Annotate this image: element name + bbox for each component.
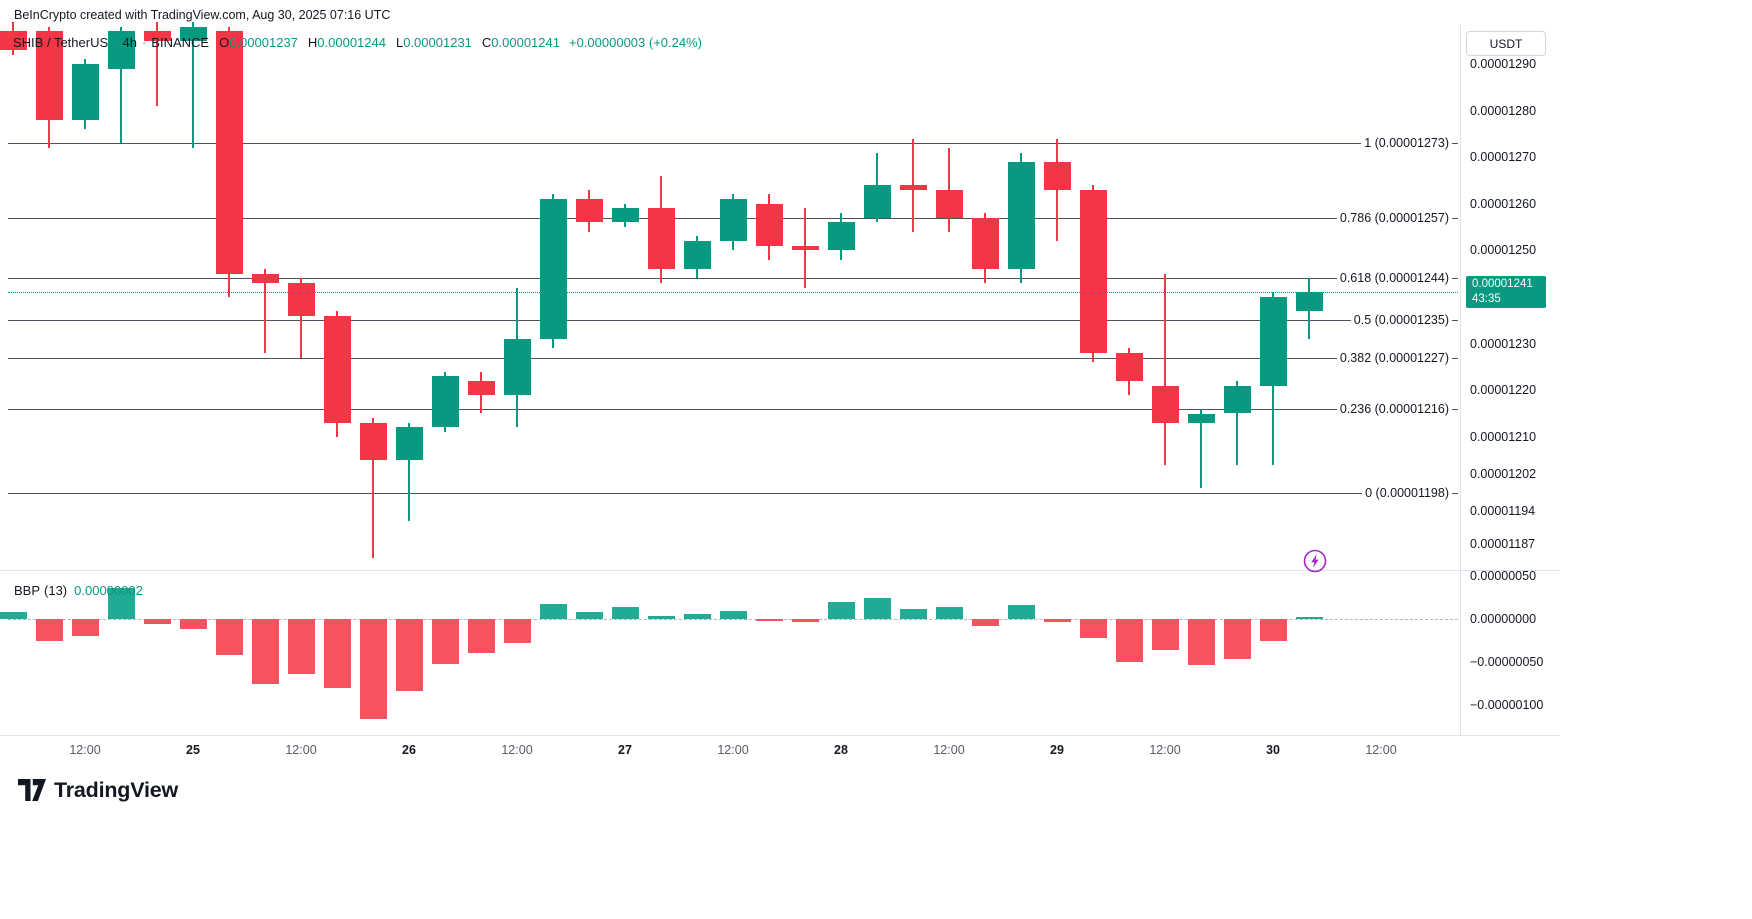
tradingview-logo-link[interactable]: TradingView — [18, 778, 178, 803]
interval-label[interactable]: 4h — [122, 35, 137, 50]
change-value: +0.00000003 (+0.24%) — [568, 35, 702, 50]
price-axis[interactable] — [1460, 25, 1560, 735]
indicator-value: 0.00000002 — [74, 583, 143, 598]
time-axis-separator — [0, 735, 1560, 736]
attribution-text: BeInCrypto created with TradingView.com,… — [14, 8, 391, 22]
indicator-name[interactable]: BBP — [14, 583, 41, 598]
symbol-legend: SHIB / TetherUS · 4h · BINANCE O0.00001237 H0.… — [13, 35, 702, 50]
brand-text: TradingView — [54, 778, 179, 802]
currency-toggle-button[interactable]: USDT — [1466, 31, 1546, 56]
open-label: O — [219, 35, 230, 50]
legend-separator: · — [113, 35, 118, 50]
high-value: 0.00001244 — [317, 35, 386, 50]
lightning-icon — [1302, 549, 1328, 578]
bbp-zero-line — [8, 619, 1458, 620]
bar-countdown: 43:35 — [1472, 293, 1501, 305]
close-label: C — [481, 35, 492, 50]
price-axis-border — [1460, 25, 1461, 735]
last-price-badge: 0.00001241 43:35 — [1466, 276, 1546, 308]
main-chart-pane[interactable] — [0, 25, 1460, 570]
exchange-label: BINANCE — [151, 35, 210, 50]
panel-separator[interactable] — [0, 570, 1560, 571]
close-value: 0.00001241 — [491, 35, 560, 50]
open-value: 0.00001237 — [229, 35, 298, 50]
tradingview-logo-icon — [18, 778, 46, 803]
last-price-line — [8, 292, 1458, 293]
indicator-legend[interactable]: BBP (13) 0.00000002 — [14, 583, 143, 598]
quick-trade-button[interactable] — [1302, 548, 1328, 574]
last-price-value: 0.00001241 — [1472, 278, 1533, 290]
low-label: L — [395, 35, 404, 50]
bbp-pane[interactable] — [0, 571, 1460, 735]
symbol-name[interactable]: SHIB / TetherUS — [13, 35, 109, 50]
indicator-params: (13) — [44, 583, 68, 598]
low-value: 0.00001231 — [403, 35, 472, 50]
legend-separator: · — [141, 35, 147, 50]
time-axis[interactable] — [0, 736, 1460, 766]
high-label: H — [307, 35, 318, 50]
